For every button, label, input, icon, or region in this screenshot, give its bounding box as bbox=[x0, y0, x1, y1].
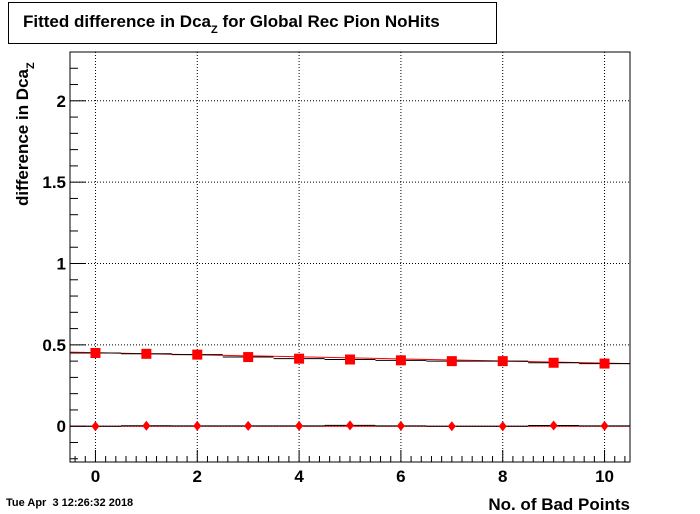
data-point-square bbox=[395, 355, 406, 366]
y-tick-label: 1 bbox=[57, 255, 66, 274]
data-point-square bbox=[345, 354, 355, 365]
x-axis-label: No. of Bad Points bbox=[488, 495, 630, 514]
chart-title: Fitted difference in DcaZ for Global Rec… bbox=[23, 12, 440, 36]
data-point-diamond bbox=[396, 420, 405, 431]
chart-title-subscript: Z bbox=[210, 24, 218, 36]
data-point-square bbox=[548, 357, 559, 368]
data-point-square bbox=[497, 356, 508, 367]
data-point-diamond bbox=[600, 420, 609, 431]
data-point-diamond bbox=[498, 421, 507, 432]
axis-ticks bbox=[70, 67, 626, 462]
data-point-diamond bbox=[447, 421, 456, 432]
grid bbox=[70, 52, 630, 462]
x-tick-label: 6 bbox=[396, 467, 405, 486]
plot-frame bbox=[69, 51, 631, 463]
y-tick-label: 1.5 bbox=[42, 173, 66, 192]
chart-title-text: Fitted difference in Dca bbox=[23, 12, 211, 31]
data-point-diamond bbox=[142, 420, 151, 431]
data-point-square bbox=[192, 349, 203, 360]
y-tick-label: 0.5 bbox=[42, 336, 66, 355]
x-tick-label: 4 bbox=[294, 467, 304, 486]
data-point-square bbox=[90, 347, 101, 358]
y-axis-label: difference in DcaZ bbox=[13, 62, 37, 206]
data-point-diamond bbox=[193, 420, 202, 431]
chart-title-box: Fitted difference in DcaZ for Global Rec… bbox=[8, 2, 497, 44]
chart-title-suffix: for Global Rec Pion NoHits bbox=[217, 12, 440, 31]
data-point-square bbox=[243, 352, 254, 363]
data-point-square bbox=[599, 358, 610, 369]
data-point-diamond bbox=[549, 420, 558, 431]
data-point-square bbox=[294, 353, 305, 364]
data-point-diamond bbox=[91, 421, 100, 432]
data-point-diamond bbox=[244, 420, 253, 431]
x-tick-label: 8 bbox=[498, 467, 507, 486]
x-tick-label: 0 bbox=[91, 467, 100, 486]
x-tick-label: 2 bbox=[193, 467, 202, 486]
y-axis-label-text: difference in Dca bbox=[13, 68, 32, 206]
data-point-diamond bbox=[346, 420, 354, 431]
y-tick-labels: 0 0.5 1 1.5 2 bbox=[42, 92, 66, 436]
y-tick-label: 0 bbox=[57, 417, 66, 436]
y-tick-label: 2 bbox=[57, 92, 66, 111]
data-markers bbox=[70, 347, 630, 432]
x-tick-label: 10 bbox=[595, 467, 614, 486]
data-point-square bbox=[446, 356, 457, 367]
y-axis-label-subscript: Z bbox=[25, 62, 37, 69]
data-point-diamond bbox=[295, 420, 304, 431]
x-tick-labels: 0 2 4 6 8 10 bbox=[91, 467, 614, 486]
timestamp: Tue Apr 3 12:26:32 2018 bbox=[6, 497, 134, 509]
data-point-square bbox=[141, 348, 152, 359]
